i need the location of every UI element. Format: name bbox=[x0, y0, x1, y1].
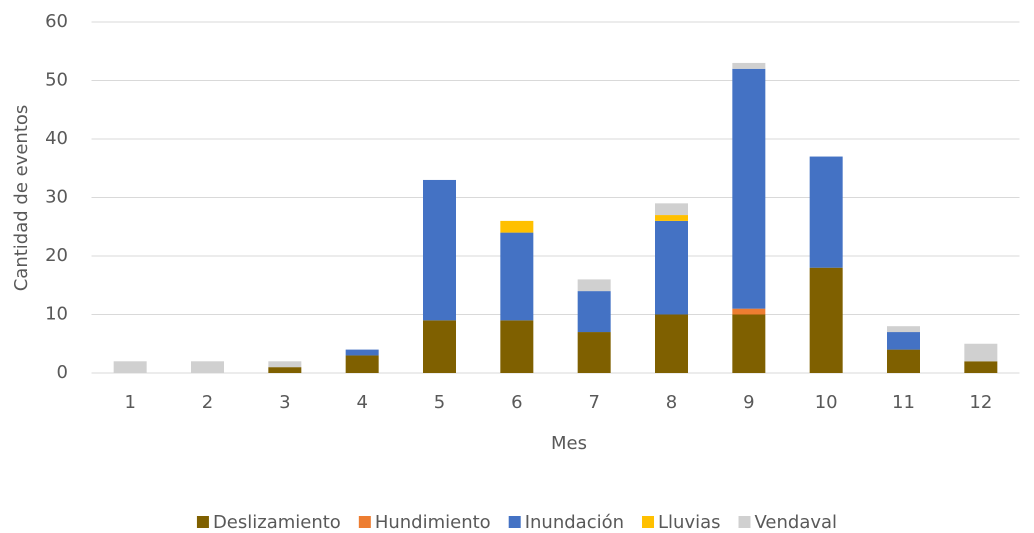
y-tick-label: 50 bbox=[45, 70, 68, 91]
bar-segment bbox=[655, 220, 688, 315]
bar-segment bbox=[500, 232, 534, 321]
y-tick-label: 0 bbox=[57, 362, 68, 383]
x-tick-label: 4 bbox=[356, 392, 367, 413]
legend-swatch bbox=[196, 516, 209, 528]
bar-segment bbox=[345, 355, 379, 373]
legend-label: Inundación bbox=[525, 512, 624, 533]
bar-segment bbox=[500, 320, 534, 373]
x-tick-label: 3 bbox=[279, 392, 290, 413]
x-tick-label: 7 bbox=[588, 392, 599, 413]
bar-segment bbox=[268, 367, 302, 373]
legend-label: Lluvias bbox=[658, 512, 721, 533]
bar-segment bbox=[191, 361, 224, 373]
bar-segment bbox=[423, 320, 456, 373]
x-tick-label: 1 bbox=[124, 392, 135, 413]
x-tick-label: 10 bbox=[815, 392, 838, 413]
legend-swatch bbox=[508, 516, 521, 528]
bar-segment bbox=[887, 349, 920, 373]
y-tick-label: 60 bbox=[45, 11, 68, 32]
bar-segment bbox=[809, 156, 843, 268]
bar-segment bbox=[268, 361, 302, 368]
bar-segment bbox=[964, 343, 998, 362]
legend-label: Hundimiento bbox=[375, 512, 491, 533]
bar-segment bbox=[732, 314, 766, 373]
bar-segment bbox=[345, 349, 379, 356]
bar-segment bbox=[113, 361, 147, 373]
bar-segment bbox=[732, 308, 766, 315]
bar-segment bbox=[655, 203, 688, 216]
y-tick-label: 40 bbox=[45, 128, 68, 149]
legend-swatch bbox=[738, 516, 751, 528]
x-tick-label: 2 bbox=[202, 392, 213, 413]
bar-segment bbox=[887, 326, 920, 333]
bar-segment bbox=[887, 332, 920, 350]
x-tick-label: 11 bbox=[892, 392, 915, 413]
bar-segment bbox=[423, 179, 456, 321]
y-tick-label: 30 bbox=[45, 187, 68, 208]
bar-segment bbox=[577, 332, 611, 373]
bar-segment bbox=[732, 62, 766, 69]
bar-segment bbox=[577, 279, 611, 292]
bar-segment bbox=[500, 220, 534, 233]
legend-label: Vendaval bbox=[755, 512, 838, 533]
y-axis-title: Cantidad de eventos bbox=[11, 105, 32, 292]
x-tick-label: 6 bbox=[511, 392, 522, 413]
bar-segment bbox=[964, 361, 998, 373]
legend-label: Deslizamiento bbox=[213, 512, 341, 533]
y-tick-label: 10 bbox=[45, 304, 68, 325]
x-tick-label: 5 bbox=[434, 392, 445, 413]
x-tick-label: 9 bbox=[743, 392, 754, 413]
bar-segment bbox=[655, 314, 688, 373]
bar-segment bbox=[732, 68, 766, 309]
y-tick-label: 20 bbox=[45, 245, 68, 266]
bar-segment bbox=[577, 291, 611, 333]
x-axis-title: Mes bbox=[551, 433, 587, 454]
bar-segment bbox=[655, 215, 688, 221]
x-tick-label: 12 bbox=[969, 392, 992, 413]
legend: Deslizamiento Hundimiento Inundación Lluvia… bbox=[196, 512, 838, 533]
legend-swatch bbox=[642, 516, 655, 528]
x-tick-label: 8 bbox=[666, 392, 677, 413]
bar-segment bbox=[809, 267, 843, 373]
legend-swatch bbox=[358, 516, 371, 528]
